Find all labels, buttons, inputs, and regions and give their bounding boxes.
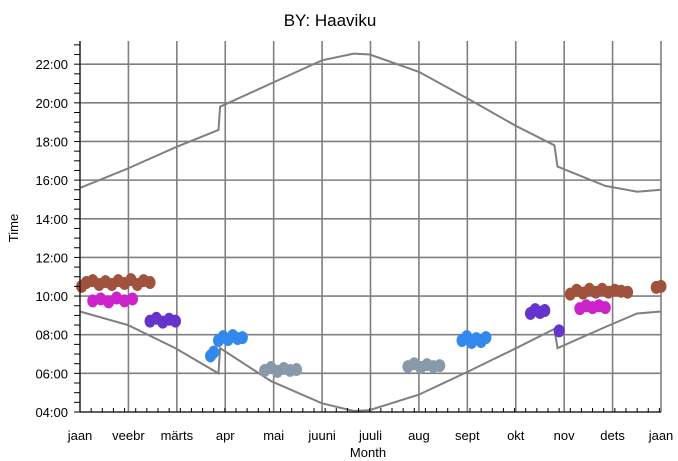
series-purple (144, 311, 182, 329)
x-tick-label: okt (507, 428, 525, 443)
y-axis-label: Time (6, 214, 21, 242)
y-tick-label: 14:00 (35, 212, 68, 227)
x-tick-labels: jaan veebr märts apr mai juuni juuli aug sept okt… (67, 428, 674, 443)
x-tick-label: juuni (307, 428, 336, 443)
series-purple (524, 303, 551, 320)
series-brown (650, 279, 667, 294)
y-tick-labels: 04:00 06:00 08:00 10:00 12:00 14:00 16:00 18:00… (35, 57, 68, 420)
data-point (290, 362, 302, 376)
series-brown (76, 273, 156, 293)
x-tick-label: aug (408, 428, 430, 443)
data-point (553, 324, 565, 338)
y-tick-label: 06:00 (35, 366, 68, 381)
series-blue (205, 345, 220, 363)
data-point (236, 331, 248, 345)
series-gray (402, 357, 446, 375)
data-marks (76, 273, 667, 378)
data-point (434, 359, 446, 373)
chart-title: BY: Haaviku (284, 11, 377, 30)
series-gray (259, 361, 302, 378)
series-brown (564, 282, 634, 301)
x-tick-label: mai (263, 428, 284, 443)
data-point (127, 292, 139, 306)
x-tick-label: dets (600, 428, 625, 443)
data-point (655, 279, 667, 293)
x-tick-label: märts (161, 428, 194, 443)
data-point (144, 276, 156, 290)
x-tick-label: jaan (67, 428, 93, 443)
series-purple (553, 324, 565, 338)
data-point (622, 285, 634, 299)
x-axis-label: Month (350, 445, 386, 460)
data-point (208, 345, 220, 359)
x-tick-label: veebr (112, 428, 145, 443)
sunset-curve (79, 52, 662, 193)
y-tick-label: 22:00 (35, 57, 68, 72)
y-tick-label: 12:00 (35, 250, 68, 265)
axes (74, 41, 661, 413)
series-blue (212, 329, 248, 348)
y-tick-label: 16:00 (35, 173, 68, 188)
y-tick-label: 20:00 (35, 96, 68, 111)
y-tick-label: 10:00 (35, 289, 68, 304)
x-tick-label: sept (455, 428, 480, 443)
grid (79, 41, 662, 413)
y-tick-label: 04:00 (35, 405, 68, 420)
series-magenta (574, 299, 611, 316)
data-point (539, 304, 551, 318)
data-point (170, 314, 182, 328)
data-point (599, 301, 611, 315)
x-tick-label: jaan (648, 428, 674, 443)
y-tick-label: 08:00 (35, 328, 68, 343)
series-magenta (87, 291, 139, 309)
y-tick-label: 18:00 (35, 134, 68, 149)
data-point (480, 331, 492, 345)
series-blue (456, 330, 492, 349)
x-tick-label: nov (554, 428, 575, 443)
x-tick-label: apr (216, 428, 235, 443)
x-tick-label: juuli (358, 428, 382, 443)
